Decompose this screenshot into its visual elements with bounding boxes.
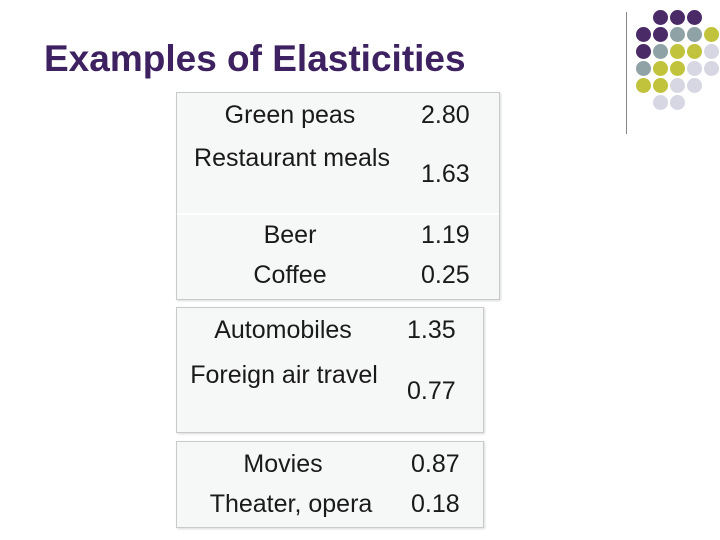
decorative-dot [670, 78, 685, 93]
elasticity-value: 2.80 [421, 101, 470, 129]
table-row: Theater, opera 0.18 [177, 488, 483, 524]
decorative-dot [653, 78, 668, 93]
product-label: Theater, opera [209, 490, 373, 518]
product-label: Foreign air travel [190, 361, 378, 389]
table-row: Foreign air travel 0.77 [177, 358, 483, 428]
vertical-divider [626, 12, 627, 134]
decorative-dot [687, 78, 702, 93]
decorative-dot [687, 27, 702, 42]
product-label: Automobiles [214, 316, 352, 344]
elasticity-value: 0.87 [411, 450, 460, 478]
decorative-dot [687, 44, 702, 59]
decorative-dot [636, 61, 651, 76]
decorative-dot [653, 27, 668, 42]
decorative-dot-grid [0, 0, 720, 140]
elasticity-value: 0.77 [407, 377, 456, 405]
elasticity-value: 0.18 [411, 490, 460, 518]
elasticity-value: 1.63 [421, 160, 470, 188]
decorative-dot [704, 61, 719, 76]
table-row: Green peas 2.80 [177, 99, 499, 139]
decorative-dot [670, 61, 685, 76]
decorative-dot [653, 95, 668, 110]
decorative-dot [636, 27, 651, 42]
table-row: Automobiles 1.35 [177, 314, 483, 350]
table-row: Restaurant meals 1.63 [177, 141, 499, 213]
decorative-dot [687, 61, 702, 76]
product-label: Restaurant meals [194, 144, 390, 172]
decorative-dot [704, 27, 719, 42]
decorative-dot [670, 95, 685, 110]
product-label: Beer [263, 221, 317, 249]
elasticity-value: 0.25 [421, 261, 470, 289]
product-label: Movies [243, 450, 323, 478]
elasticity-value: 1.35 [407, 316, 456, 344]
decorative-dot [653, 10, 668, 25]
elasticity-group-1: Green peas 2.80 Restaurant meals 1.63 Be… [176, 92, 500, 300]
elasticity-value: 1.19 [421, 221, 470, 249]
decorative-dot [670, 27, 685, 42]
product-label: Coffee [253, 261, 327, 289]
slide-title: Examples of Elasticities [44, 38, 466, 79]
elasticity-group-2: Automobiles 1.35 Foreign air travel 0.77 [176, 307, 484, 433]
decorative-dot [704, 44, 719, 59]
decorative-dot [687, 10, 702, 25]
decorative-dot [636, 44, 651, 59]
decorative-dot [670, 10, 685, 25]
decorative-dot [636, 78, 651, 93]
product-label: Green peas [224, 101, 356, 129]
decorative-dot [653, 44, 668, 59]
decorative-dot [653, 61, 668, 76]
table-row: Coffee 0.25 [177, 259, 499, 295]
table-row: Movies 0.87 [177, 448, 483, 484]
row-separator [177, 213, 499, 215]
elasticity-group-3: Movies 0.87 Theater, opera 0.18 [176, 441, 484, 528]
table-row: Beer 1.19 [177, 219, 499, 255]
decorative-dot [670, 44, 685, 59]
